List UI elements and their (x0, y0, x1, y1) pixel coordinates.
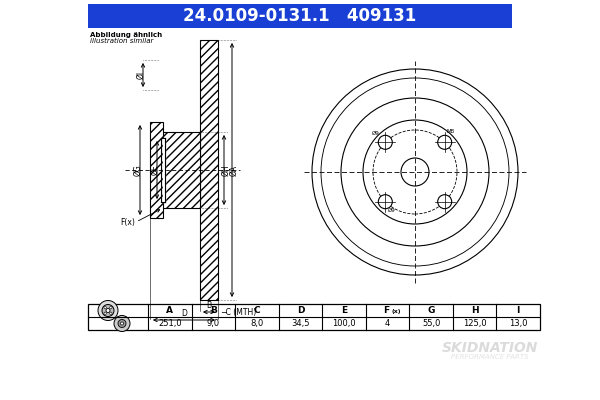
Text: 24.0109-0131.1   409131: 24.0109-0131.1 409131 (184, 7, 416, 25)
Text: M8: M8 (446, 129, 455, 134)
Circle shape (321, 78, 509, 266)
Circle shape (341, 98, 489, 246)
Text: B: B (206, 301, 212, 310)
Circle shape (363, 120, 467, 224)
Text: F: F (383, 306, 389, 315)
Circle shape (118, 320, 126, 328)
Text: B: B (210, 306, 217, 315)
Text: illustration similar: illustration similar (90, 38, 154, 44)
Text: ØE: ØE (151, 165, 160, 175)
Circle shape (379, 195, 392, 209)
Circle shape (102, 304, 114, 316)
Text: H: H (471, 306, 478, 315)
Text: D: D (296, 306, 304, 315)
Text: 125,0: 125,0 (463, 319, 487, 328)
Text: 251,0: 251,0 (158, 319, 182, 328)
Text: F(x): F(x) (120, 218, 135, 226)
Text: 4: 4 (385, 319, 390, 328)
Text: ØG: ØG (133, 164, 143, 176)
Circle shape (104, 306, 106, 309)
Text: 13,0: 13,0 (509, 319, 527, 328)
Text: 34,5: 34,5 (291, 319, 310, 328)
Bar (150, 122, 163, 218)
Text: ØA: ØA (229, 164, 239, 176)
Circle shape (437, 135, 452, 149)
Bar (200, 40, 218, 300)
Circle shape (110, 312, 112, 314)
Bar (88, 4, 512, 28)
Text: ØI: ØI (137, 71, 146, 79)
Text: D: D (181, 309, 187, 318)
Text: PERFORMANCE PARTS: PERFORMANCE PARTS (451, 354, 529, 360)
Circle shape (106, 308, 110, 312)
Bar (161, 132, 200, 208)
Text: 8,0: 8,0 (250, 319, 263, 328)
Text: (x): (x) (392, 310, 401, 314)
Text: SKIDNATION: SKIDNATION (442, 341, 538, 355)
Text: Abbildung ähnlich: Abbildung ähnlich (90, 32, 162, 38)
Text: ─C (MTH): ─C (MTH) (221, 308, 256, 316)
Circle shape (110, 306, 112, 309)
Circle shape (437, 195, 452, 209)
Text: A: A (166, 306, 173, 315)
Text: G: G (427, 306, 435, 315)
Text: Ø9: Ø9 (371, 131, 379, 136)
Text: I: I (517, 306, 520, 315)
Circle shape (121, 322, 124, 325)
Text: 55,0: 55,0 (422, 319, 440, 328)
Circle shape (98, 300, 118, 320)
Text: E: E (341, 306, 347, 315)
Bar (88, 304, 540, 330)
Text: 9,0: 9,0 (207, 319, 220, 328)
Text: Ø9: Ø9 (388, 208, 395, 213)
Circle shape (379, 135, 392, 149)
Circle shape (114, 316, 130, 332)
Circle shape (401, 158, 429, 186)
Text: 100,0: 100,0 (332, 319, 356, 328)
Circle shape (312, 69, 518, 275)
Circle shape (104, 312, 106, 314)
Text: ØH: ØH (221, 164, 230, 176)
Text: C: C (254, 306, 260, 315)
